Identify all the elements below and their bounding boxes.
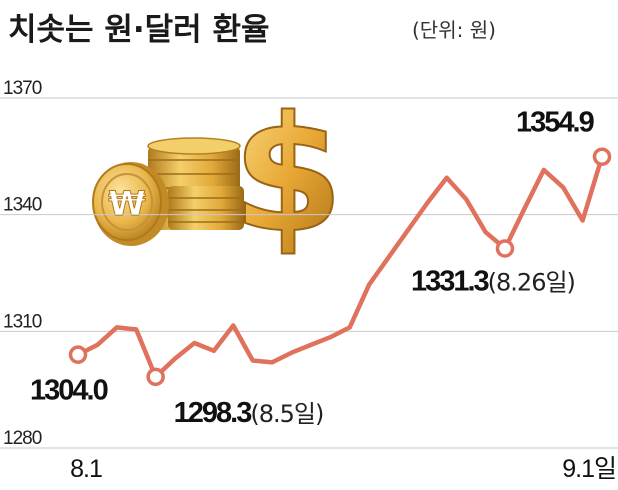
data-labels: 1304.0 1298.3(8.5일) 1331.3(8.26일) 1354.9 (30, 107, 597, 429)
x-tick-label: 9.1일 (562, 455, 616, 483)
point-marker (146, 367, 165, 387)
coins-illustration: ₩ $ (92, 80, 345, 269)
data-label: 1331.3(8.26일) (411, 266, 575, 298)
data-label-value: 1298.3 (174, 397, 253, 429)
data-label-value: 1304.0 (30, 375, 108, 407)
coin-stack-front (168, 186, 244, 230)
y-tick-label: 1280 (3, 428, 42, 449)
data-label-date: (8.26일) (488, 269, 575, 297)
x-axis-ticks: 8.1 9.1일 (70, 455, 617, 483)
data-label: 1304.0 (30, 375, 108, 407)
data-label: 1354.9 (516, 107, 595, 139)
won-symbol: ₩ (108, 184, 146, 224)
gridlines (0, 97, 618, 449)
point-markers (68, 147, 612, 387)
exchange-rate-line (75, 154, 605, 380)
chart-title: 치솟는 원·달러 환율 (8, 12, 270, 48)
y-tick-label: 1370 (3, 78, 42, 99)
dollar-symbol: $ (232, 81, 343, 268)
y-tick-label: 1310 (3, 311, 42, 332)
data-label-value: 1331.3 (411, 266, 490, 298)
won-coin-icon: ₩ (92, 162, 169, 246)
point-marker (68, 345, 88, 364)
dollar-sign-icon: $ (231, 80, 344, 269)
point-marker (592, 147, 612, 166)
unit-label: (단위: 원) (412, 18, 496, 42)
point-marker (495, 239, 515, 258)
data-label-value: 1354.9 (516, 107, 595, 139)
x-tick-label: 8.1 (70, 455, 102, 483)
data-label: 1298.3(8.5일) (174, 397, 324, 429)
y-axis-ticks: 1370 1340 1310 1280 (3, 78, 43, 449)
y-tick-label: 1340 (3, 195, 42, 216)
data-label-date: (8.5일) (250, 400, 323, 428)
